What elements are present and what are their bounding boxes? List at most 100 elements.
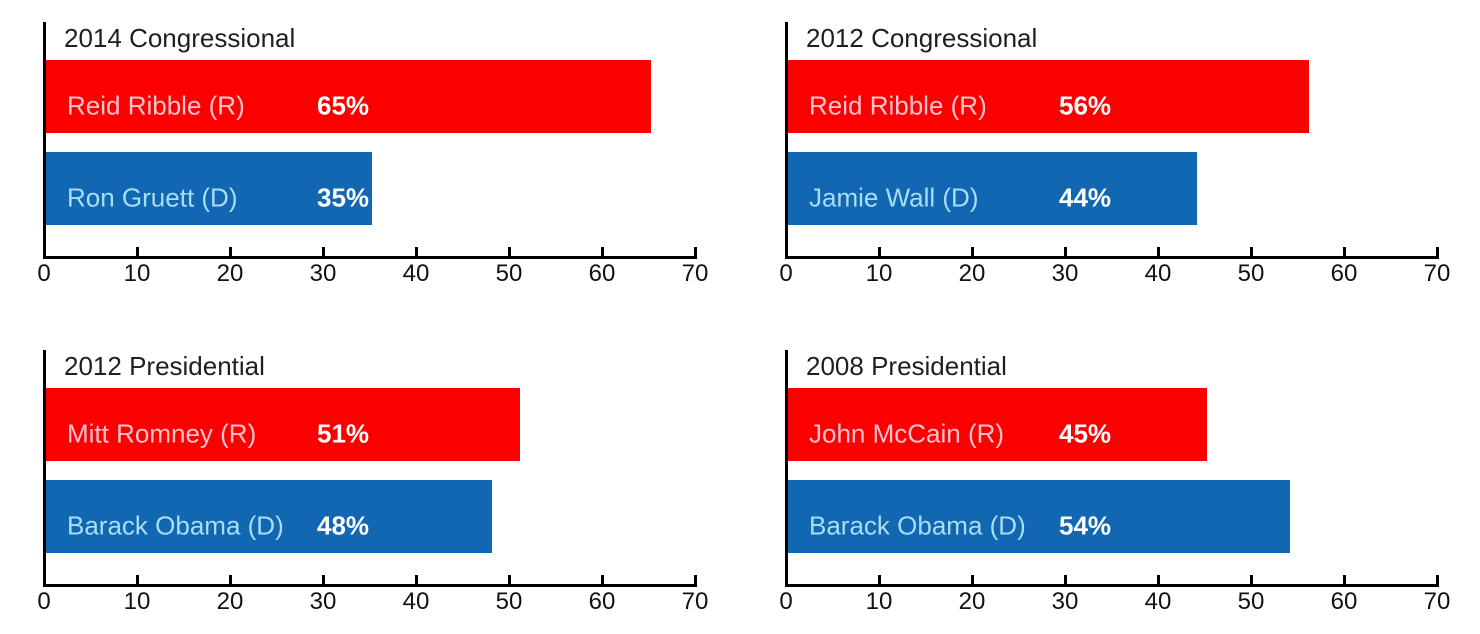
x-axis-tick [229, 575, 232, 584]
x-axis-tick-label: 70 [1423, 260, 1451, 287]
value-label: 51% [317, 417, 370, 448]
x-axis-line [785, 256, 1439, 259]
x-axis-tick [508, 247, 511, 256]
chart-panel-2012-congressional: 2012 Congressional Reid Ribble (R) 56% Jami… [742, 0, 1480, 306]
value-label: 48% [317, 509, 370, 540]
x-axis-tick-label: 20 [216, 588, 244, 615]
x-axis-tick-label: 60 [1330, 588, 1358, 615]
y-axis-spine [43, 350, 46, 587]
bar-democrat: Jamie Wall (D) 44% [788, 152, 1198, 225]
x-axis-tick-label: 40 [1144, 260, 1172, 287]
x-axis-tick [878, 247, 881, 256]
x-axis-tick-label: 50 [1237, 588, 1265, 615]
chart-title: 2012 Congressional [806, 23, 1038, 53]
value-label: 56% [1059, 89, 1112, 120]
x-axis-tick-label: 60 [588, 260, 616, 287]
candidate-label: John McCain (R) [809, 417, 1005, 448]
x-axis-tick [694, 247, 697, 256]
x-axis-tick-label: 50 [1237, 260, 1265, 287]
x-axis-tick-label: 30 [1051, 260, 1079, 287]
candidate-label: Ron Gruett (D) [67, 181, 238, 212]
x-axis-tick [1157, 575, 1160, 584]
x-axis-tick [878, 575, 881, 584]
x-axis-tick-label: 10 [123, 260, 151, 287]
bar-republican: Reid Ribble (R) 56% [788, 60, 1309, 133]
x-axis-tick [1250, 247, 1253, 256]
x-axis-tick-label: 20 [958, 588, 986, 615]
bar-republican: John McCain (R) 45% [788, 388, 1207, 461]
x-axis-tick [1343, 575, 1346, 584]
x-axis-tick [1436, 247, 1439, 256]
bar-democrat: Barack Obama (D) 54% [788, 480, 1291, 553]
x-axis-tick-label: 10 [123, 588, 151, 615]
value-label: 35% [317, 181, 370, 212]
x-axis-tick-label: 30 [309, 260, 337, 287]
value-label: 44% [1059, 181, 1112, 212]
x-axis-tick-label: 0 [37, 260, 51, 287]
x-axis-line [785, 584, 1439, 587]
bar-democrat: Ron Gruett (D) 35% [46, 152, 372, 225]
y-axis-spine [785, 350, 788, 587]
candidate-label: Barack Obama (D) [67, 509, 284, 540]
x-axis-tick [1157, 247, 1160, 256]
x-axis-tick-label: 50 [495, 260, 523, 287]
x-axis-tick-label: 20 [958, 260, 986, 287]
x-axis-tick [229, 247, 232, 256]
x-axis-tick-label: 70 [1423, 588, 1451, 615]
x-axis-tick-label: 20 [216, 260, 244, 287]
x-axis-tick [971, 575, 974, 584]
x-axis-tick [322, 247, 325, 256]
chart-title: 2008 Presidential [806, 351, 1007, 381]
x-axis-tick [601, 575, 604, 584]
x-axis-tick [415, 247, 418, 256]
chart-panel-2008-presidential: 2008 Presidential John McCain (R) 45% Barac… [742, 328, 1480, 634]
x-axis-tick-label: 30 [1051, 588, 1079, 615]
x-axis-tick [136, 575, 139, 584]
candidate-label: Jamie Wall (D) [809, 181, 979, 212]
x-axis-tick [971, 247, 974, 256]
x-axis-line [43, 256, 697, 259]
value-label: 45% [1059, 417, 1112, 448]
bar-republican: Reid Ribble (R) 65% [46, 60, 651, 133]
x-axis-tick [601, 247, 604, 256]
x-axis-tick-label: 40 [402, 260, 430, 287]
x-axis-tick-label: 40 [1144, 588, 1172, 615]
x-axis-tick [1436, 575, 1439, 584]
x-axis-tick [1064, 575, 1067, 584]
x-axis-tick-label: 0 [779, 588, 793, 615]
x-axis-tick [694, 575, 697, 584]
x-axis-tick [1250, 575, 1253, 584]
chart-panel-2012-presidential: 2012 Presidential Mitt Romney (R) 51% Barac… [0, 328, 738, 634]
x-axis-tick-label: 10 [865, 260, 893, 287]
chart-title: 2012 Presidential [64, 351, 265, 381]
chart-panel-2014-congressional: 2014 Congressional Reid Ribble (R) 65% Ron … [0, 0, 738, 306]
x-axis-tick-label: 70 [681, 588, 709, 615]
x-axis-tick-label: 10 [865, 588, 893, 615]
value-label: 65% [317, 89, 370, 120]
x-axis-tick-label: 50 [495, 588, 523, 615]
x-axis-tick-label: 40 [402, 588, 430, 615]
x-axis-tick [1064, 247, 1067, 256]
x-axis-tick-label: 30 [309, 588, 337, 615]
x-axis-tick [322, 575, 325, 584]
y-axis-spine [43, 22, 46, 259]
x-axis-tick [1343, 247, 1346, 256]
x-axis-tick-label: 60 [588, 588, 616, 615]
x-axis-tick-label: 70 [681, 260, 709, 287]
chart-title: 2014 Congressional [64, 23, 296, 53]
candidate-label: Barack Obama (D) [809, 509, 1026, 540]
value-label: 54% [1059, 509, 1112, 540]
x-axis-tick-label: 0 [37, 588, 51, 615]
x-axis-tick [508, 575, 511, 584]
candidate-label: Mitt Romney (R) [67, 417, 257, 448]
candidate-label: Reid Ribble (R) [809, 89, 987, 120]
bar-democrat: Barack Obama (D) 48% [46, 480, 493, 553]
x-axis-tick [136, 247, 139, 256]
x-axis-tick [415, 575, 418, 584]
x-axis-line [43, 584, 697, 587]
y-axis-spine [785, 22, 788, 259]
bar-republican: Mitt Romney (R) 51% [46, 388, 521, 461]
x-axis-tick-label: 0 [779, 260, 793, 287]
candidate-label: Reid Ribble (R) [67, 89, 245, 120]
